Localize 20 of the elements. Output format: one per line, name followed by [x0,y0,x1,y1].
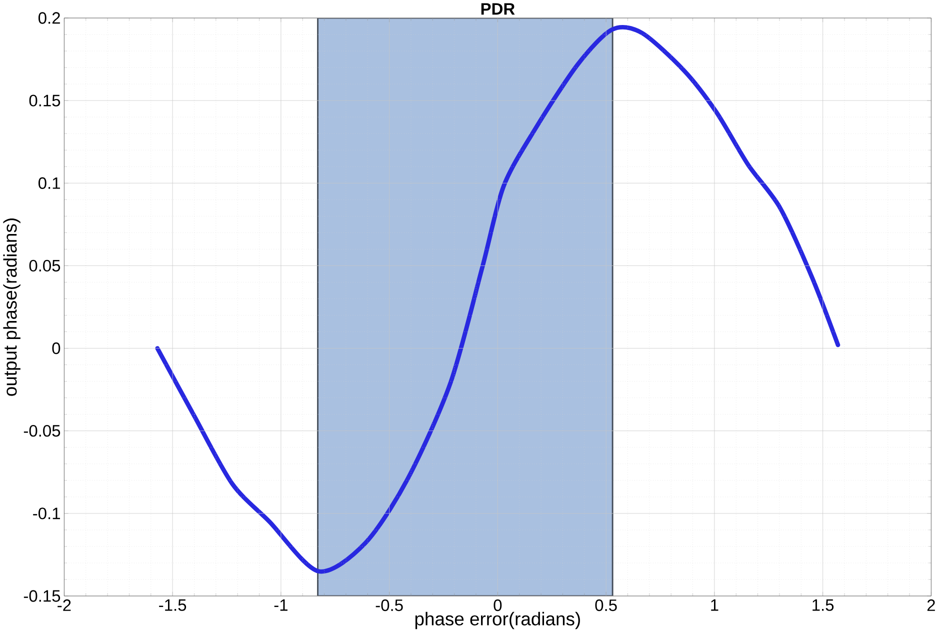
y-tick-label: 0.1 [38,177,60,189]
x-tick-label: 1.5 [812,599,834,611]
x-tick-label: -1 [274,599,288,611]
y-tick-label: 0.15 [29,94,60,106]
y-tick-label: 0 [52,342,60,354]
y-tick-label: 0.05 [29,260,60,272]
x-tick-label: -2 [58,599,71,611]
x-tick-label: 0 [494,599,502,611]
chart-title: PDR [481,3,515,14]
x-axis-title: phase error(radians) [415,612,580,629]
y-tick-label: -0.1 [33,507,60,520]
y-tick-label: -0.05 [24,424,60,437]
x-tick-label: 0.5 [595,599,617,611]
x-tick-label: 1 [711,599,718,611]
x-tick-label: 2 [927,599,935,611]
y-tick-label: 0.2 [38,12,60,24]
y-tick-label: -0.15 [24,590,60,602]
x-tick-label: -1.5 [159,599,186,611]
y-axis-title: output phase(radians) [3,218,20,396]
x-tick-label: -0.5 [376,599,403,611]
